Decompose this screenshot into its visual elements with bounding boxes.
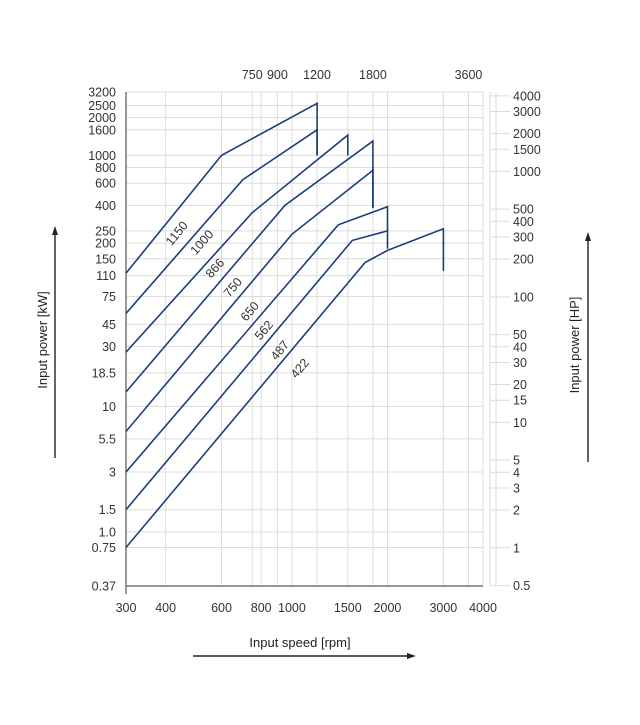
x-top-tick-label: 750 xyxy=(242,68,263,82)
y-left-tick-label: 200 xyxy=(95,237,116,251)
y-left-tick-label: 250 xyxy=(95,224,116,238)
y-left-tick-label: 1.5 xyxy=(99,503,116,517)
y-left-tick-label: 1600 xyxy=(88,123,116,137)
y-right-tick-label: 40 xyxy=(513,340,527,354)
y-right-tick-label: 1500 xyxy=(513,143,541,157)
y-right-tick-label: 4000 xyxy=(513,89,541,103)
y-left-tick-label: 800 xyxy=(95,161,116,175)
curve-750 xyxy=(125,139,374,393)
y-left-tick-label: 0.37 xyxy=(92,580,116,594)
y-left-tick-label: 600 xyxy=(95,177,116,191)
y-right-axis-arrow-head-icon xyxy=(585,232,591,241)
y-right-tick-label: 100 xyxy=(513,290,534,304)
x-top-tick-label: 1800 xyxy=(359,68,387,82)
right-hp-axis xyxy=(489,92,497,586)
y-left-tick-label: 30 xyxy=(102,340,116,354)
y-left-tick-label: 150 xyxy=(95,252,116,266)
vertical-gridlines xyxy=(125,92,484,586)
y-left-tick-label: 1.0 xyxy=(99,525,116,539)
curve-866 xyxy=(125,133,349,353)
y-left-tick-label: 0.75 xyxy=(92,541,116,555)
x-axis-bottom-tick-labels: 300 400 600 800 1000 1500 2000 3000 4000 xyxy=(116,601,497,615)
y-right-tick-label: 400 xyxy=(513,215,534,229)
curve-562 xyxy=(125,205,389,473)
y-left-tick-label: 75 xyxy=(102,290,116,304)
axes xyxy=(125,92,483,594)
curve-650 xyxy=(125,168,374,433)
x-tick-label: 400 xyxy=(155,601,176,615)
y-right-tick-label: 3 xyxy=(513,481,520,495)
power-curves xyxy=(125,101,445,549)
y-right-tick-label: 10 xyxy=(513,416,527,430)
x-tick-label: 600 xyxy=(211,601,232,615)
horizontal-gridlines xyxy=(126,91,483,587)
curve-label-650: 650 xyxy=(238,299,262,324)
x-tick-label: 4000 xyxy=(469,601,497,615)
y-left-tick-label: 5.5 xyxy=(99,432,116,446)
x-tick-label: 2000 xyxy=(374,601,402,615)
y-right-tick-label: 1000 xyxy=(513,165,541,179)
y-left-tick-label: 2000 xyxy=(88,111,116,125)
y-right-tick-label: 200 xyxy=(513,253,534,267)
y-right-tick-label: 50 xyxy=(513,328,527,342)
y-right-tick-label: 2 xyxy=(513,504,520,518)
x-axis-title: Input speed [rpm] xyxy=(249,635,350,650)
y-left-tick-label: 2500 xyxy=(88,99,116,113)
curve-422 xyxy=(125,227,445,549)
x-axis-arrow-head-icon xyxy=(407,653,416,659)
curve-1000 xyxy=(125,128,318,314)
y-left-tick-label: 3200 xyxy=(88,86,116,100)
y-left-tick-label: 3 xyxy=(109,465,116,479)
y-right-tick-label: 20 xyxy=(513,378,527,392)
y-left-tick-label: 400 xyxy=(95,199,116,213)
x-axis-top-tick-labels: 750 900 1200 1800 3600 xyxy=(242,68,483,82)
x-top-tick-label: 900 xyxy=(267,68,288,82)
y-left-tick-label: 110 xyxy=(96,269,116,283)
y-right-tick-label: 30 xyxy=(513,356,527,370)
y-left-tick-label: 45 xyxy=(102,318,116,332)
y-left-axis-title: Input power [kW] xyxy=(35,291,50,389)
y-left-axis-arrow-head-icon xyxy=(52,226,58,235)
y-right-tick-label: 2000 xyxy=(513,127,541,141)
x-tick-label: 800 xyxy=(251,601,272,615)
y-right-tick-label: 3000 xyxy=(513,105,541,119)
y-left-tick-label: 18.5 xyxy=(92,366,116,380)
x-top-tick-label: 1200 xyxy=(303,68,331,82)
curve-487 xyxy=(125,230,388,511)
curve-label-487: 487 xyxy=(268,338,292,363)
x-tick-label: 3000 xyxy=(429,601,457,615)
y-right-axis-title: Input power [HP] xyxy=(567,297,582,394)
y-right-tick-label: 0.5 xyxy=(513,579,530,593)
y-right-tick-label: 300 xyxy=(513,230,534,244)
x-tick-label: 1000 xyxy=(278,601,306,615)
y-right-tick-label: 4 xyxy=(513,466,520,480)
y-left-tick-label: 10 xyxy=(102,400,116,414)
x-tick-label: 300 xyxy=(116,601,137,615)
x-top-tick-label: 3600 xyxy=(455,68,483,82)
y-right-tick-label: 1 xyxy=(513,541,520,555)
y-right-tick-label: 5 xyxy=(513,454,520,468)
x-tick-label: 1500 xyxy=(334,601,362,615)
y-left-tick-label: 1000 xyxy=(88,149,116,163)
y-right-tick-label: 15 xyxy=(513,394,527,408)
curve-label-1000: 1000 xyxy=(188,227,217,257)
y-right-tick-label: 500 xyxy=(513,203,534,217)
